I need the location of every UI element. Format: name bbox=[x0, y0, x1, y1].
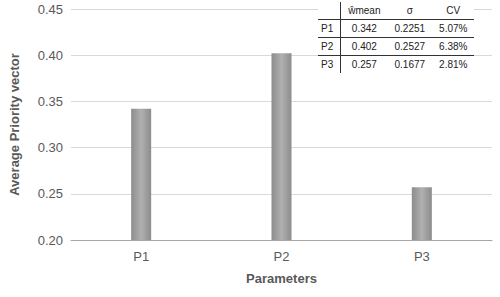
html-text:P1: P1 bbox=[321, 23, 334, 34]
html-text:0.2251: 0.2251 bbox=[394, 23, 426, 34]
svg-text:P3: P3 bbox=[414, 249, 430, 264]
html-text:5.07%: 5.07% bbox=[439, 23, 468, 34]
svg-text:0.35: 0.35 bbox=[38, 94, 63, 109]
svg-text:Parameters: Parameters bbox=[246, 271, 317, 286]
html-text:P2: P2 bbox=[321, 41, 334, 52]
html-text:CV: CV bbox=[446, 5, 461, 16]
svg-text:0.40: 0.40 bbox=[38, 48, 63, 63]
svg-text:0.25: 0.25 bbox=[38, 186, 63, 201]
html-text:0.1677: 0.1677 bbox=[394, 59, 426, 70]
html-text:0.402: 0.402 bbox=[351, 41, 377, 52]
html-text:P3: P3 bbox=[321, 59, 334, 70]
html-text:6.38%: 6.38% bbox=[439, 41, 468, 52]
svg-text:P2: P2 bbox=[274, 249, 290, 264]
svg-text:P1: P1 bbox=[133, 249, 149, 264]
html-text:σ: σ bbox=[406, 5, 413, 16]
html-text:0.2527: 0.2527 bbox=[394, 41, 426, 52]
svg-text:Average Priority vector: Average Priority vector bbox=[7, 53, 22, 196]
svg-text:0.45: 0.45 bbox=[38, 2, 63, 17]
svg-text:0.30: 0.30 bbox=[38, 140, 63, 155]
html-text:0.257: 0.257 bbox=[351, 59, 377, 70]
html-text:2.81%: 2.81% bbox=[439, 59, 468, 70]
html-text:0.342: 0.342 bbox=[351, 23, 377, 34]
svg-text:0.20: 0.20 bbox=[38, 233, 63, 248]
html-text:ŵmean: ŵmean bbox=[348, 5, 381, 16]
